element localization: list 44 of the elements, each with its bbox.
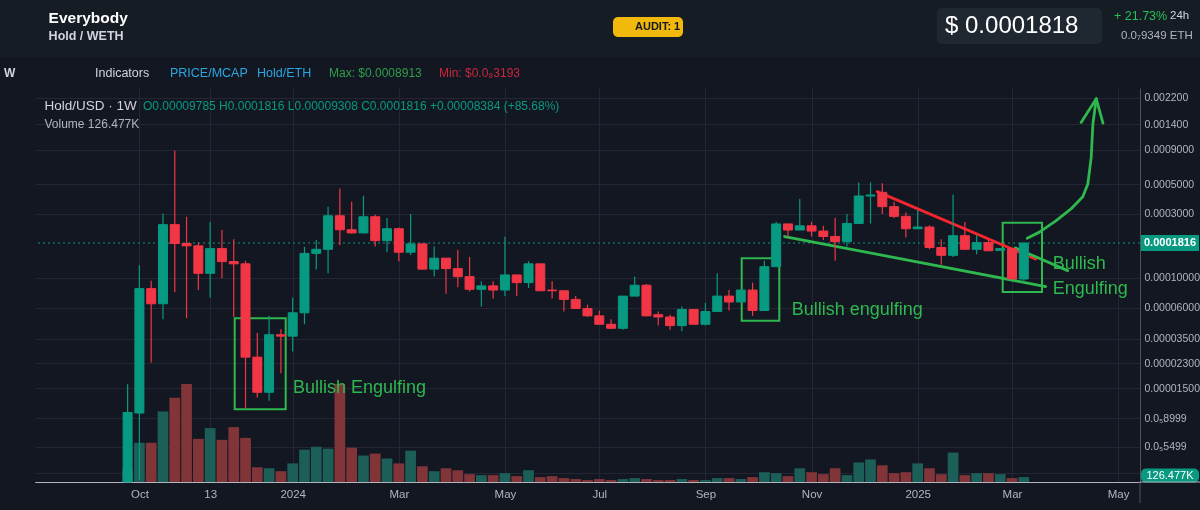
x-tick-label: Mar (1002, 487, 1023, 500)
x-tick-label: May (1107, 487, 1130, 500)
y-tick-label: 0.001400 (1144, 117, 1189, 130)
text: AUDIT: 1 (635, 20, 681, 32)
text: $ 0.0001818 (945, 11, 1079, 38)
y-tick-label: 0.0003000 (1144, 207, 1195, 220)
x-tick-label: 2025 (905, 487, 931, 500)
x-tick-label: May (494, 487, 517, 500)
y-tick-label: 0.002200 (1144, 91, 1189, 104)
chart-title: Everybody (48, 9, 129, 26)
annotation: Hold/USD · 1W (44, 98, 138, 113)
text: PRICE/MCAP (170, 66, 248, 80)
annotation: Volume 126.477K (44, 117, 140, 131)
y-tick-label: 0.0₅8999 (1144, 411, 1187, 424)
text: 24h (1170, 9, 1190, 21)
chart-subtitle: Hold / WETH (48, 29, 124, 43)
x-tick-label: Oct (130, 487, 150, 500)
annotation: Bullish Engulfing (293, 377, 427, 397)
y-tick-label: 0.00001500 (1144, 381, 1200, 394)
x-tick-label: Jul (592, 487, 608, 500)
text: Min: $0.0₈3193 (439, 66, 521, 80)
y-tick-label: 0.0₅5499 (1144, 440, 1187, 453)
text: + 21.73% (1114, 9, 1168, 23)
text: 0.0₇9349 ETH (1121, 29, 1193, 41)
annotation: Bullish engulfing (791, 299, 923, 319)
x-tick-label: Sep (695, 487, 717, 500)
y-tick-label: 0.00010000 (1144, 271, 1200, 284)
y-tick-label: 0.00006000 (1144, 301, 1200, 314)
annotation: O0.00009785 H0.0001816 L0.00009308 C0.0001816 +0.00008384 (+85.68%) (143, 99, 560, 113)
text: Hold/ETH (257, 66, 312, 80)
x-tick-label: Mar (389, 487, 410, 500)
y-tick-label: 0.00002300 (1144, 356, 1200, 369)
x-tick-label: 13 (204, 487, 218, 500)
text: Max: $0.0008913 (329, 66, 423, 80)
y-tick-label: 0.00003500 (1144, 332, 1200, 345)
y-tick-label: 0.0005000 (1144, 177, 1195, 190)
text: W (4, 66, 16, 80)
text: 126.477K (1146, 468, 1195, 481)
x-tick-label: 2024 (280, 487, 307, 500)
y-tick-label: 0.0009000 (1144, 143, 1195, 156)
text: Indicators (95, 66, 150, 80)
ref-line-label: 0.0001816 (1144, 236, 1196, 249)
x-tick-label: Nov (801, 487, 823, 500)
annotation: Bullish Engulfing (1052, 253, 1128, 298)
